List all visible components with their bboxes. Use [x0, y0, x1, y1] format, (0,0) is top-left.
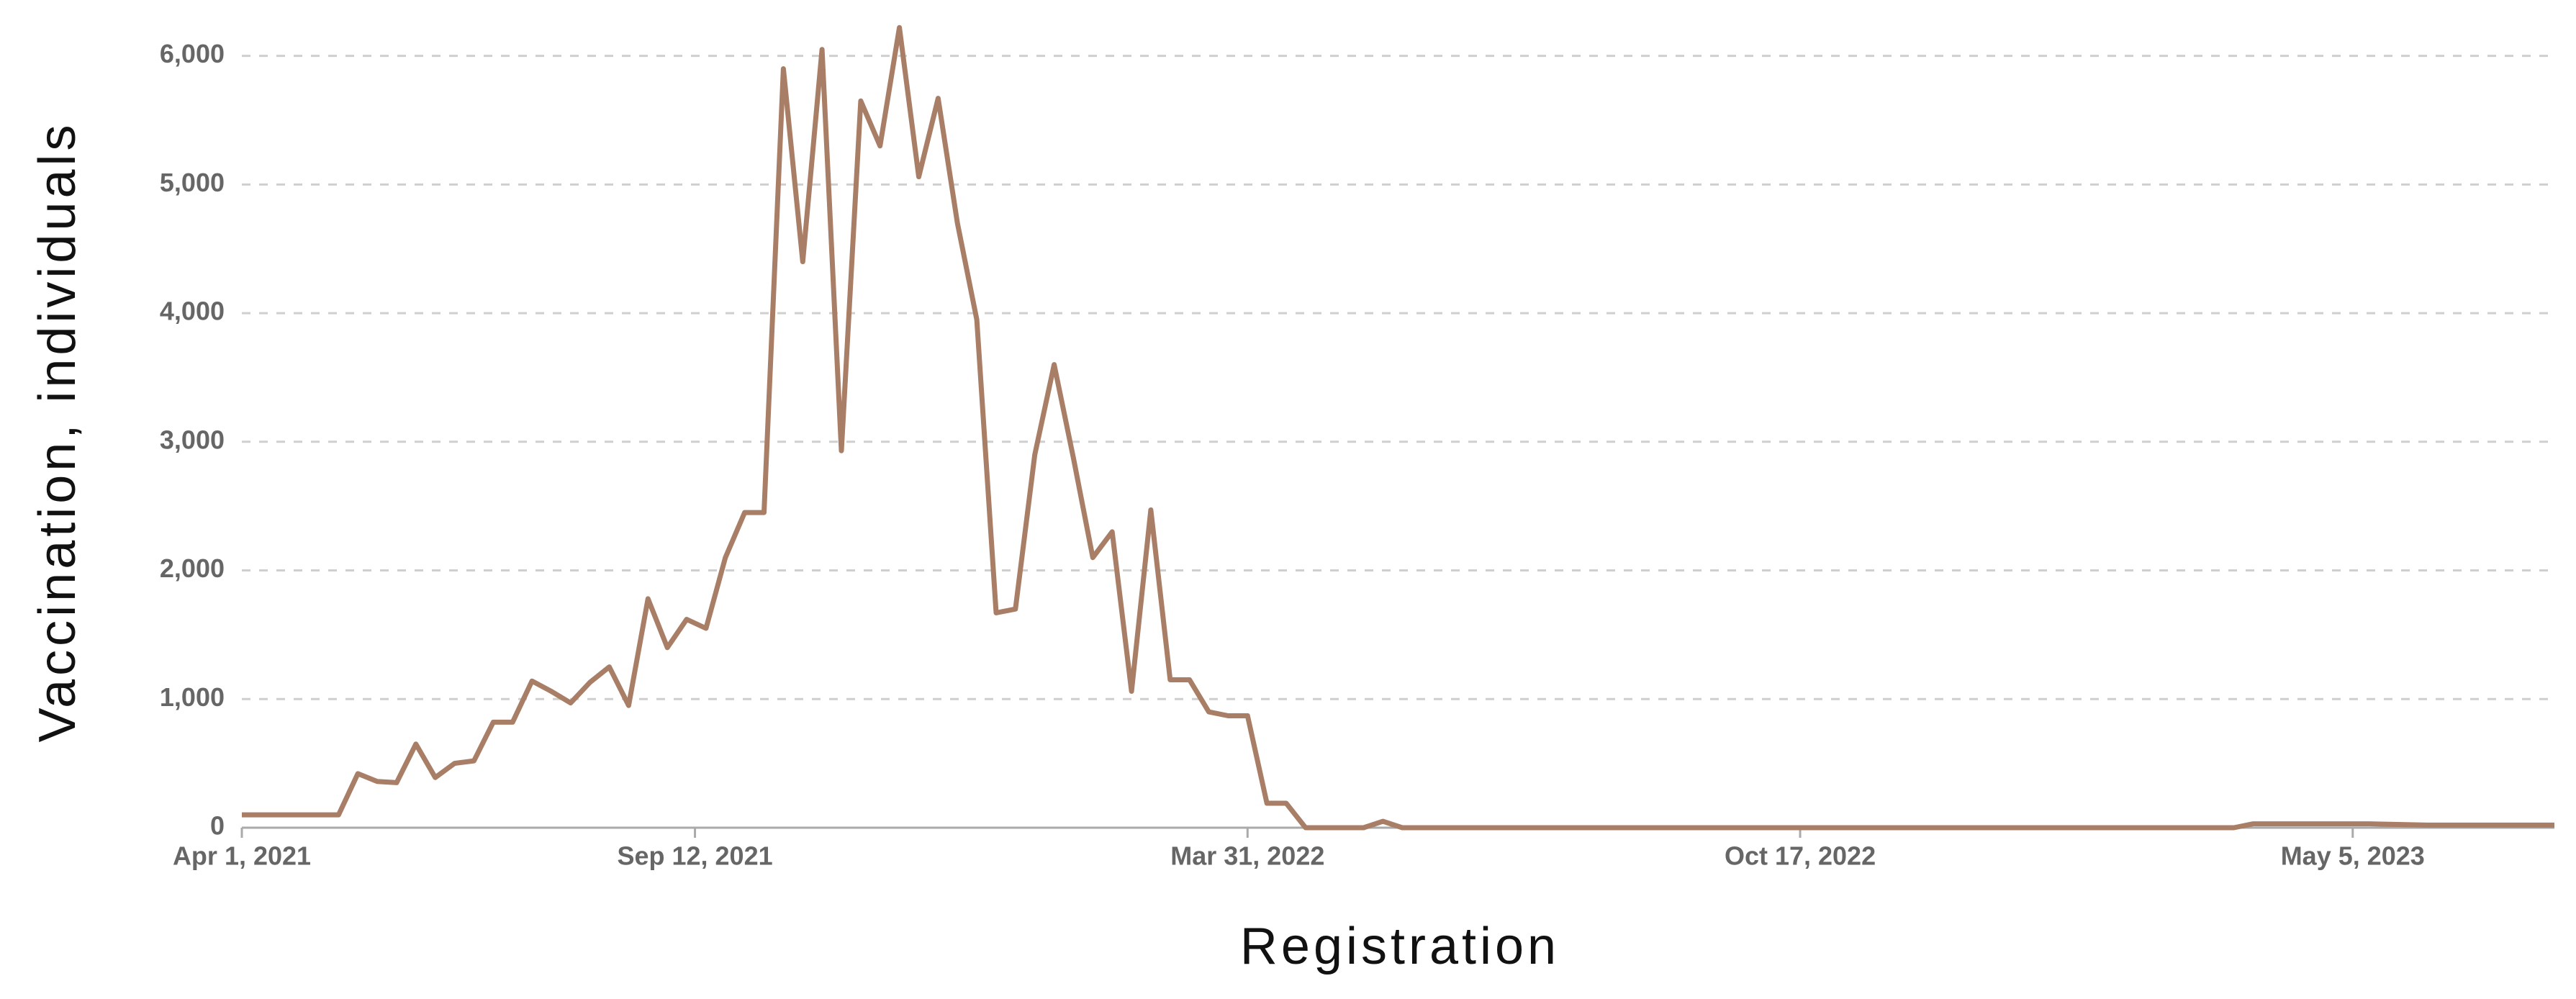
x-axis-title: Registration	[1240, 918, 1560, 975]
x-tick-label: Apr 1, 2021	[173, 841, 311, 871]
y-tick-label: 0	[210, 811, 225, 841]
data-line	[242, 24, 2554, 831]
y-tick-label: 2,000	[160, 553, 225, 583]
y-axis-title: Vaccination, individuals	[29, 121, 86, 742]
y-tick-label: 1,000	[160, 682, 225, 712]
x-tick-label: Oct 17, 2022	[1725, 841, 1876, 871]
x-tick-label: May 5, 2023	[2281, 841, 2425, 871]
y-tick-label: 4,000	[160, 297, 225, 326]
y-tick-label: 6,000	[160, 39, 225, 68]
y-tick-label: 3,000	[160, 425, 225, 454]
x-tick-label: Mar 31, 2022	[1170, 841, 1324, 871]
x-tick-label: Sep 12, 2021	[617, 841, 772, 871]
y-tick-label: 5,000	[160, 168, 225, 197]
